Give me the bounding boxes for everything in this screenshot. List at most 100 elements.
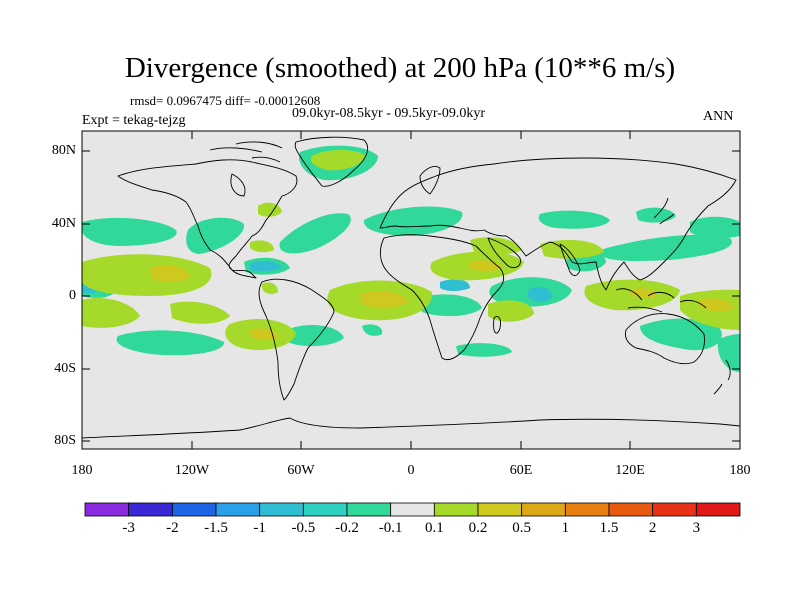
colorbar-label: 1 xyxy=(561,520,570,536)
stats-line: rmsd= 0.0967475 diff= -0.00012608 xyxy=(130,93,321,108)
colorbar-swatch xyxy=(346,502,392,517)
anomaly-positive xyxy=(170,301,230,324)
anomaly-positive xyxy=(262,282,278,295)
colorbar-swatch xyxy=(302,502,348,517)
anomaly-negative xyxy=(418,294,482,317)
anomaly-positive xyxy=(250,240,274,253)
positive-cores xyxy=(150,260,734,341)
colorbar-label: -0.5 xyxy=(291,520,316,536)
anomaly-negative xyxy=(538,210,610,229)
lat-label-0: 0 xyxy=(69,288,76,303)
colorbar-swatch xyxy=(171,502,217,517)
colorbar-label: 0.1 xyxy=(424,520,444,536)
colorbar-label: 0.5 xyxy=(512,520,532,536)
anomaly-negative xyxy=(456,343,512,357)
anomaly-negative xyxy=(363,206,463,236)
colorbar-swatch xyxy=(608,502,654,517)
colorbar-label: -0.2 xyxy=(335,520,359,536)
coastline-greenland xyxy=(294,136,368,187)
colorbar-label: 0.2 xyxy=(468,520,488,536)
anomaly-negative xyxy=(690,216,740,239)
lon-label-0: 0 xyxy=(407,463,415,478)
coastline-japan xyxy=(653,197,675,225)
lon-label-180w: 180 xyxy=(71,463,93,478)
lon-label-180e: 180 xyxy=(729,463,751,478)
colorbar-swatch xyxy=(433,502,479,517)
colorbar-swatch xyxy=(695,502,741,517)
coastline-africa xyxy=(379,234,505,361)
colorbar-label: 1.5 xyxy=(599,520,619,536)
lat-label-40s: 40S xyxy=(54,361,76,376)
experiment-line: Expt = tekag-tejzg xyxy=(82,113,186,128)
anomaly-positive-core xyxy=(150,265,190,283)
anomaly-positive-core xyxy=(250,328,278,341)
lat-label-40n: 40N xyxy=(51,216,76,231)
colorbar-swatch xyxy=(477,502,523,517)
coastline-madagascar xyxy=(493,316,501,334)
colorbar-swatch xyxy=(259,502,304,517)
coastline-north-america xyxy=(117,159,298,279)
lat-label-80n: 80N xyxy=(51,143,76,158)
colorbar-swatch xyxy=(215,502,261,517)
coastline-scandinavia xyxy=(419,165,441,195)
colorbar-swatch xyxy=(564,502,610,517)
colorbar-swatch xyxy=(390,502,435,517)
anomaly-negative xyxy=(717,334,740,372)
anomaly-positive xyxy=(82,254,212,296)
coastline-india xyxy=(559,243,581,277)
anomaly-negative xyxy=(116,330,225,356)
colorbar-label: 3 xyxy=(692,520,701,536)
coastline-arctic-islands xyxy=(209,141,283,163)
anomaly-positive xyxy=(488,300,534,322)
colorbar-swatch xyxy=(128,502,173,517)
season-label: ANN xyxy=(703,109,734,124)
anomaly-negative xyxy=(599,234,732,261)
lon-label-60w: 60W xyxy=(287,463,315,478)
anomaly-positive xyxy=(310,150,366,171)
coastline-south-america xyxy=(258,278,335,401)
anomaly-negative xyxy=(636,207,676,223)
colorbar-swatch xyxy=(521,502,566,517)
colorbar-label: 2 xyxy=(648,520,657,536)
anomaly-negative-core xyxy=(528,287,552,302)
lon-label-120e: 120E xyxy=(615,463,645,478)
colorbar-swatch xyxy=(84,502,130,517)
negative-anomalies xyxy=(82,145,740,372)
anomaly-negative-core xyxy=(440,279,470,291)
lon-label-120w: 120W xyxy=(174,463,210,478)
coastline-arabia xyxy=(487,237,521,269)
anomaly-negative xyxy=(279,213,351,254)
colorbar-swatch xyxy=(652,502,697,517)
colorbar xyxy=(84,502,741,517)
coastline-eurasia xyxy=(379,157,737,291)
colorbar-label: -0.1 xyxy=(378,520,403,536)
coastlines xyxy=(82,136,740,439)
divergence-field xyxy=(82,145,740,372)
anomaly-negative xyxy=(640,318,722,351)
anomaly-positive-core xyxy=(360,291,408,309)
anomaly-positive-core xyxy=(700,298,734,312)
plot-title: Divergence (smoothed) at 200 hPa (10**6 … xyxy=(124,52,676,84)
anomaly-negative xyxy=(362,324,383,336)
anomaly-positive xyxy=(82,297,140,328)
period-line: 09.0kyr-08.5kyr - 09.5kyr-09.0kyr xyxy=(292,106,486,121)
lat-label-80s: 80S xyxy=(54,433,76,448)
anomaly-negative-core xyxy=(250,261,282,272)
coastline-australia xyxy=(625,313,705,365)
anomaly-negative xyxy=(186,217,245,254)
anomaly-negative xyxy=(82,217,177,246)
lon-ticks xyxy=(81,131,631,449)
anomaly-positive xyxy=(470,237,522,255)
anomaly-positive-core xyxy=(630,288,656,299)
coastline-new-zealand xyxy=(713,359,731,395)
colorbar-label: -1 xyxy=(253,520,266,536)
coastline-maritime-continent xyxy=(615,288,707,313)
lat-ticks xyxy=(82,150,740,442)
colorbar-label: -1.5 xyxy=(204,520,228,536)
lon-label-60e: 60E xyxy=(509,463,533,478)
coastline-antarctica xyxy=(82,417,740,439)
colorbar-label: -3 xyxy=(122,520,135,536)
colorbar-label: -2 xyxy=(166,520,179,536)
anomaly-negative xyxy=(286,324,344,347)
